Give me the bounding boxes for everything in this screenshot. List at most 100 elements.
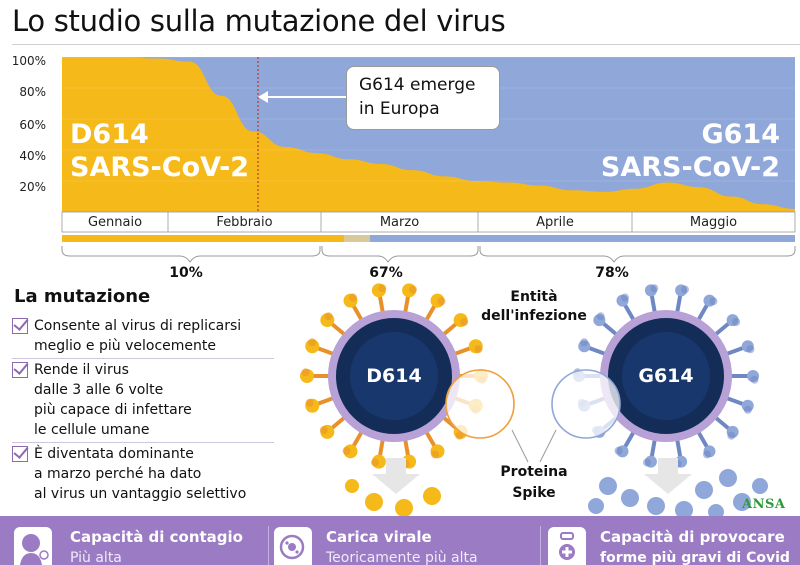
- spike-protein-detail: [430, 450, 439, 459]
- spike-stem: [622, 302, 636, 322]
- spike-protein-detail: [681, 285, 690, 294]
- spike-protein-detail: [727, 431, 736, 440]
- source-credit: ANSA: [742, 497, 786, 512]
- spike-stem: [696, 302, 710, 322]
- magnifier-virus-icon: [274, 527, 312, 565]
- virus-particle: [675, 501, 693, 516]
- footer-title: Capacità di contagio: [70, 528, 243, 546]
- page-title: Lo studio sulla mutazione del virus: [12, 4, 506, 38]
- spike-stem: [725, 345, 746, 356]
- spike-stem: [675, 292, 683, 314]
- spike-protein-detail: [614, 446, 623, 455]
- d614-series-label: D614 SARS-CoV-2: [70, 119, 250, 183]
- period-bar-mixed: [344, 235, 370, 242]
- spike-zoom-circle-g614: [551, 369, 621, 439]
- spike-stem: [675, 438, 683, 460]
- virus-particle: [733, 493, 751, 511]
- period-brace: [479, 246, 796, 263]
- share-label-jan-feb: 10%: [169, 265, 203, 281]
- spike-protein-detail: [642, 458, 651, 467]
- virus-particle: [708, 504, 724, 516]
- month-label-gennaio: Gennaio: [87, 215, 143, 230]
- period-bar-d614: [62, 235, 344, 242]
- mutation-item: È diventata dominante a marzo perché ha …: [12, 444, 274, 504]
- spike-protein-detail: [342, 446, 351, 455]
- virus-particle: [345, 479, 359, 493]
- spike-protein-detail: [702, 450, 711, 459]
- spike-stem: [696, 430, 710, 450]
- mutation-divider: [12, 442, 274, 443]
- spike-protein-detail: [370, 458, 379, 467]
- virus-particle: [719, 469, 737, 487]
- y-tick-label: 20%: [19, 180, 46, 194]
- footer-item-carica: Carica virale Teoricamente più alta: [268, 516, 540, 565]
- spike-protein-detail: [743, 405, 752, 414]
- pointer-line: [511, 429, 529, 463]
- footer-divider: [268, 526, 269, 565]
- spike-stem: [725, 396, 746, 407]
- g614-series-label: G614 SARS-CoV-2: [600, 119, 780, 183]
- mutation-heading: La mutazione: [14, 286, 151, 307]
- checkbox-icon: [12, 446, 28, 462]
- footer-subtitle: Teoricamente più alta: [326, 550, 478, 565]
- spike-protein-detail: [319, 425, 328, 434]
- y-tick-label: 100%: [11, 54, 46, 68]
- spike-zoom-circle-d614: [445, 369, 515, 439]
- period-brace: [321, 246, 479, 263]
- spike-stem: [600, 320, 619, 337]
- emergence-callout: G614 emerge in Europa: [346, 66, 500, 130]
- footer-bar: Capacità di contagio Più alta Carica vir…: [0, 516, 800, 565]
- spike-protein-detail: [308, 338, 317, 347]
- virus-particle: [395, 499, 413, 516]
- footer-item-gravita: Capacità di provocare forme più gravi di…: [540, 516, 800, 565]
- month-label-maggio: Maggio: [689, 215, 738, 230]
- virus-illustration: [300, 283, 768, 516]
- spike-protein-detail: [709, 297, 718, 306]
- spike-protein-detail: [301, 368, 310, 377]
- virus-particle: [365, 493, 383, 511]
- period-bar-g614: [370, 235, 795, 242]
- virus-particle: [588, 498, 604, 514]
- spike-protein-detail: [305, 398, 314, 407]
- footer-divider: [540, 526, 541, 565]
- spike-protein-detail: [460, 318, 469, 327]
- spike-protein-detail: [409, 285, 418, 294]
- spike-protein-detail: [650, 284, 659, 293]
- callout-arrowhead: [258, 91, 268, 103]
- mutation-item: Rende il virus dalle 3 alle 6 volte più …: [12, 360, 274, 440]
- footer-title: Capacità di provocare: [600, 528, 785, 546]
- spike-protein-detail: [580, 338, 589, 347]
- spike-protein-detail: [750, 375, 759, 384]
- title-divider: [12, 44, 800, 45]
- footer-item-contagio: Capacità di contagio Più alta: [0, 516, 268, 565]
- spike-protein-detail: [378, 284, 387, 293]
- spike-stem: [586, 345, 607, 356]
- spike-protein-detail: [596, 312, 605, 321]
- g614-arrow-down: [644, 458, 692, 494]
- d614-arrow-down: [372, 458, 420, 494]
- d614-virus-label: D614: [366, 365, 422, 387]
- spike-protein-detail: [349, 293, 358, 302]
- medical-case-icon: [548, 527, 586, 565]
- y-tick-label: 40%: [19, 149, 46, 163]
- g614-virus-label: G614: [638, 365, 694, 387]
- spike-protein-detail: [455, 431, 464, 440]
- virus-particle: [695, 481, 713, 499]
- virus-particle: [752, 478, 768, 494]
- spike-protein-detail: [746, 345, 755, 354]
- person-virus-icon: [14, 527, 52, 565]
- mutation-divider: [12, 358, 274, 359]
- d614-particles: [345, 479, 441, 516]
- d614-area: [62, 57, 795, 212]
- share-label-march: 67%: [369, 265, 403, 281]
- mutation-item-text: Rende il virus dalle 3 alle 6 volte più …: [34, 362, 192, 438]
- mutation-item: Consente al virus di replicarsi meglio e…: [12, 316, 274, 356]
- spike-protein-label: Proteina Spike: [500, 464, 568, 501]
- spike-stem: [713, 320, 732, 337]
- footer-subtitle: Più alta: [70, 550, 122, 565]
- pointer-line: [539, 429, 557, 463]
- y-tick-label: 60%: [19, 118, 46, 132]
- month-axis-band: [61, 211, 796, 233]
- share-label-apr-may: 78%: [595, 265, 629, 281]
- period-brace: [61, 246, 321, 263]
